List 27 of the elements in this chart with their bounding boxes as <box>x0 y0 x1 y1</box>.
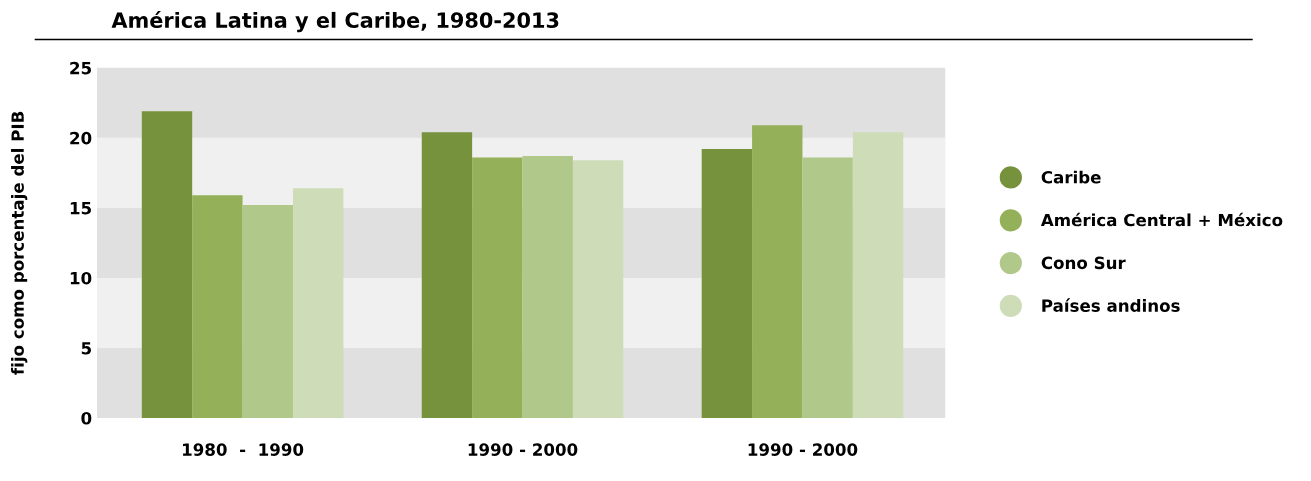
bar <box>572 160 624 418</box>
y-tick-label: 25 <box>70 61 91 75</box>
x-tick-label: 1990 - 2000 <box>468 443 578 456</box>
bar <box>852 132 904 418</box>
y-tick-label: 10 <box>70 271 92 285</box>
bar <box>421 132 473 418</box>
y-tick-label: 20 <box>70 131 92 145</box>
bar <box>522 156 573 418</box>
y-tick-label: 15 <box>70 202 91 215</box>
x-tick-label: 1990 - 2000 <box>748 443 858 456</box>
y-tick-label: 5 <box>81 342 91 355</box>
legend-label: Caribe <box>1041 170 1101 184</box>
bar <box>292 188 344 418</box>
chart-title: América Latina y el Caribe, 1980-2013 <box>111 11 559 33</box>
bar <box>192 195 243 418</box>
legend-label: Cono Sur <box>1041 256 1126 270</box>
y-tick-label: 0 <box>81 411 92 425</box>
bar <box>141 111 193 418</box>
bar <box>472 157 523 418</box>
bar <box>802 157 853 418</box>
legend-label: América Central + México <box>1040 212 1283 227</box>
legend-label: Países andinos <box>1042 298 1180 312</box>
bar <box>701 149 753 418</box>
bar <box>752 125 803 418</box>
x-tick-label: 1980 - 1990 <box>183 443 304 456</box>
bar <box>242 205 293 418</box>
y-axis-title: fijo como porcentaje del PIB <box>11 111 28 375</box>
